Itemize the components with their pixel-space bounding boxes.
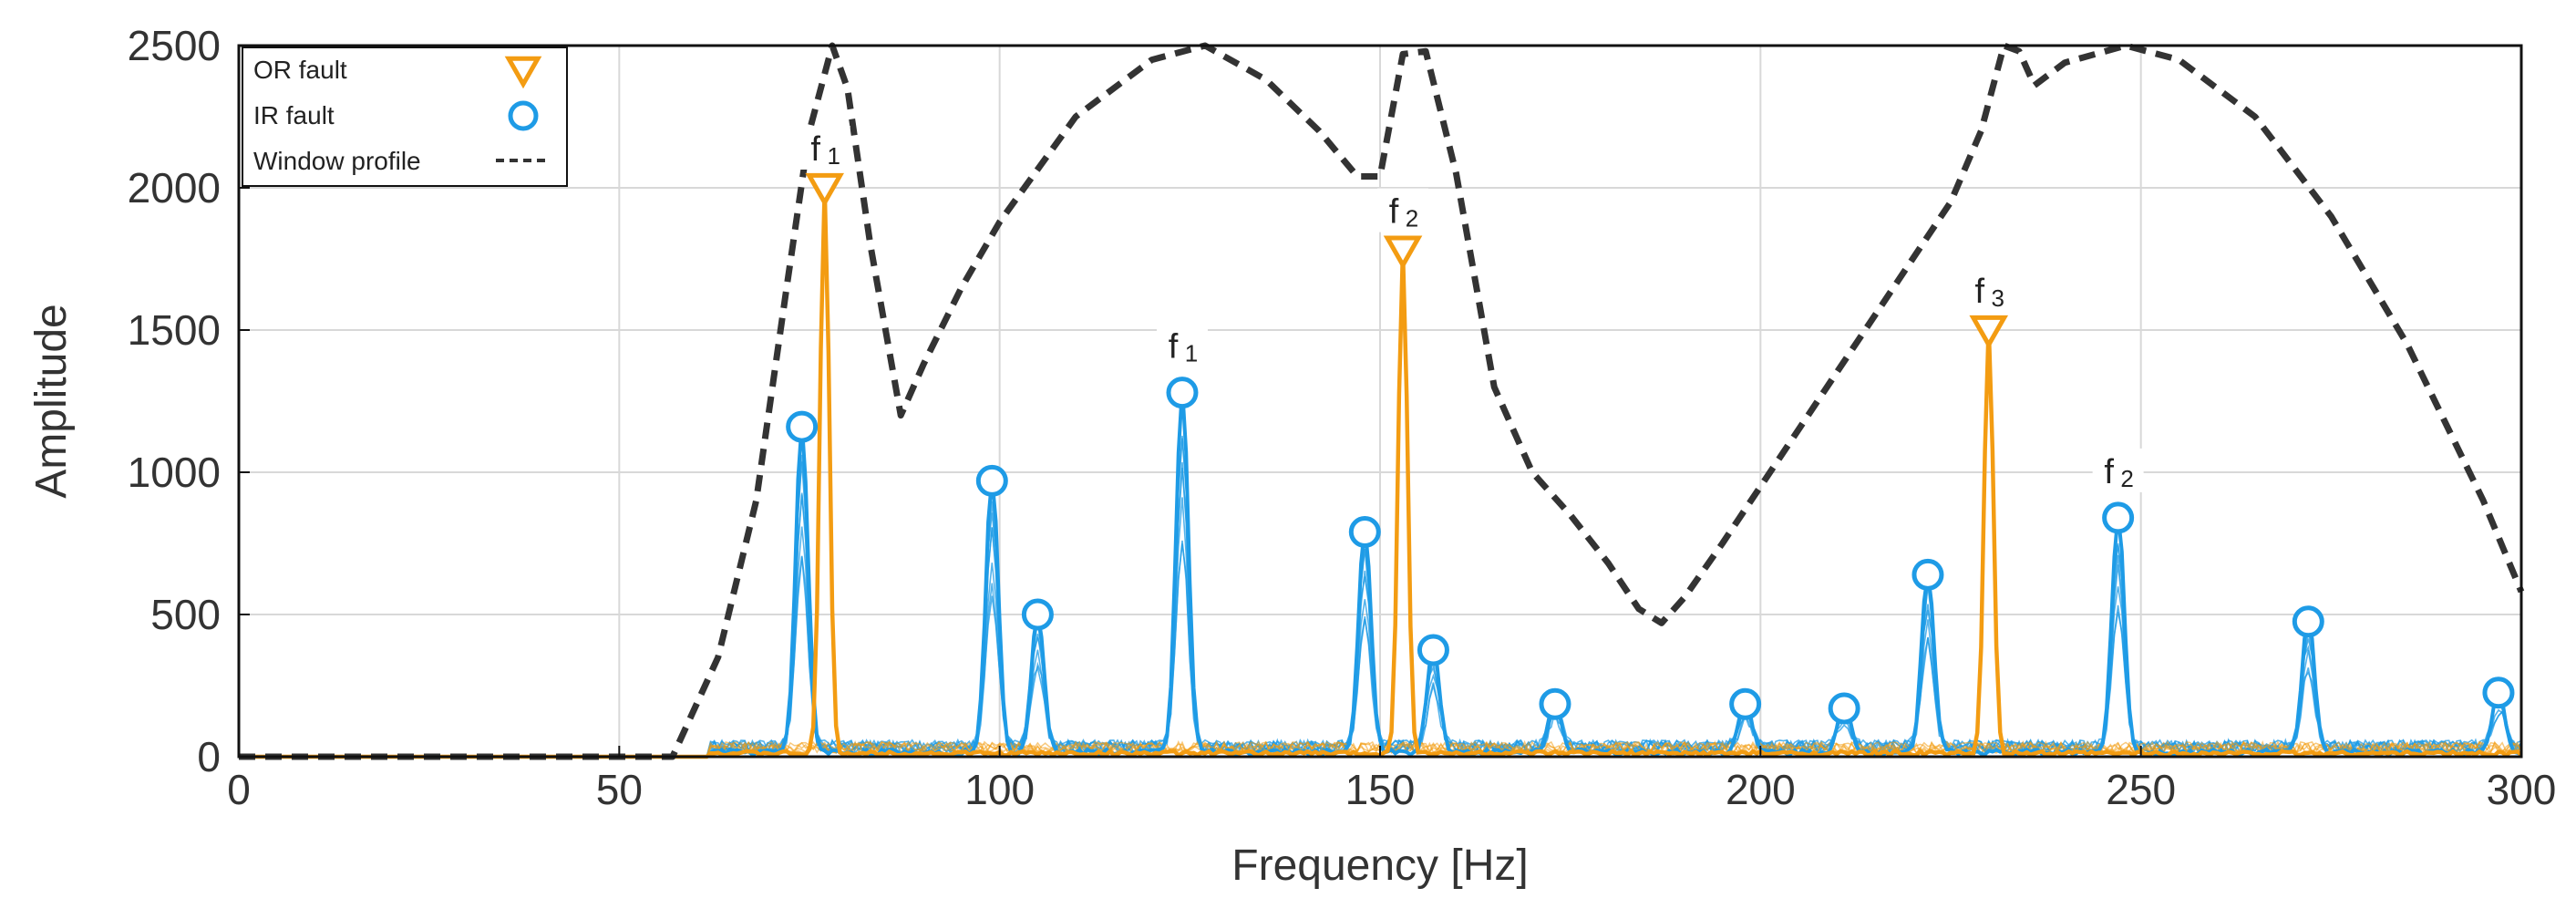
- y-axis-title: Amplitude: [27, 304, 76, 498]
- peak-label-subscript: 2: [2120, 465, 2133, 492]
- peak-labels: f 1f 2f 3f 1f 2: [799, 126, 2144, 492]
- legend: OR fault IR fault Window profile: [242, 46, 568, 187]
- legend-label-window-profile: Window profile: [253, 147, 421, 175]
- peak-label-subscript: 1: [1185, 340, 1198, 367]
- peak-label-background: [2092, 448, 2144, 492]
- legend-markers: [496, 56, 551, 162]
- ir-fault-marker: [975, 464, 1008, 497]
- x-tick-label: 300: [2487, 766, 2557, 813]
- x-tick-label: 150: [1345, 766, 1416, 813]
- ir-fault-marker: [1828, 692, 1860, 725]
- peak-label-background: [1963, 268, 2014, 312]
- y-tick-label: 2500: [128, 22, 221, 69]
- ir-fault-marker: [1729, 687, 1762, 720]
- legend-label-ir-fault: IR fault: [253, 101, 335, 129]
- x-tick-label: 100: [964, 766, 1035, 813]
- or-fault-marker: [1969, 315, 2009, 350]
- x-tick-label: 50: [596, 766, 643, 813]
- peak-label-subscript: 3: [1991, 284, 2004, 312]
- window-profile-line: [239, 42, 2525, 760]
- or-fault-marker: [805, 172, 845, 208]
- peak-label-text: f: [2104, 453, 2114, 491]
- peak-label-text: f: [1169, 328, 1179, 367]
- peak-label-background: [1156, 323, 1208, 367]
- legend-circle-icon: [508, 100, 539, 131]
- x-tick-label: 200: [1726, 766, 1796, 813]
- ir-fault-marker: [1021, 598, 1054, 631]
- or-fault-marker: [1383, 235, 1423, 270]
- y-tick-label: 1500: [128, 306, 221, 354]
- ir-fault-marker: [2292, 605, 2324, 638]
- y-tick-label: 2000: [128, 164, 221, 212]
- ir-fault-marker: [1417, 634, 1449, 666]
- ir-fault-marker: [1911, 558, 1944, 591]
- x-axis-title: Frequency [Hz]: [1231, 842, 1528, 890]
- ir-fault-marker: [1166, 377, 1199, 409]
- legend-label-or-fault: OR fault: [253, 56, 347, 84]
- y-tick-label: 500: [150, 591, 221, 638]
- peak-label-text: f: [810, 130, 820, 169]
- peak-label-text: f: [1974, 273, 1984, 311]
- y-tick-label: 1000: [128, 449, 221, 496]
- x-tick-label: 0: [227, 766, 251, 813]
- ir-fault-marker: [2482, 676, 2515, 709]
- peak-label-background: [1377, 188, 1429, 232]
- peak-label-subscript: 1: [827, 142, 840, 170]
- ir-fault-marker: [1539, 687, 1571, 720]
- x-tick-label: 250: [2106, 766, 2176, 813]
- ir-fault-marker: [1348, 516, 1381, 549]
- peak-label-text: f: [1389, 193, 1399, 232]
- peak-label-background: [799, 126, 850, 170]
- tick-labels: 0 50 100 150 200 250 300 0 500 1000 1500 2000 2500: [128, 22, 2557, 813]
- ir-fault-marker: [786, 410, 819, 443]
- ir-fault-marker: [2102, 501, 2135, 534]
- legend-triangle-down-icon: [504, 56, 542, 89]
- peak-label-subscript: 2: [1406, 205, 1418, 232]
- y-tick-label: 0: [197, 733, 221, 780]
